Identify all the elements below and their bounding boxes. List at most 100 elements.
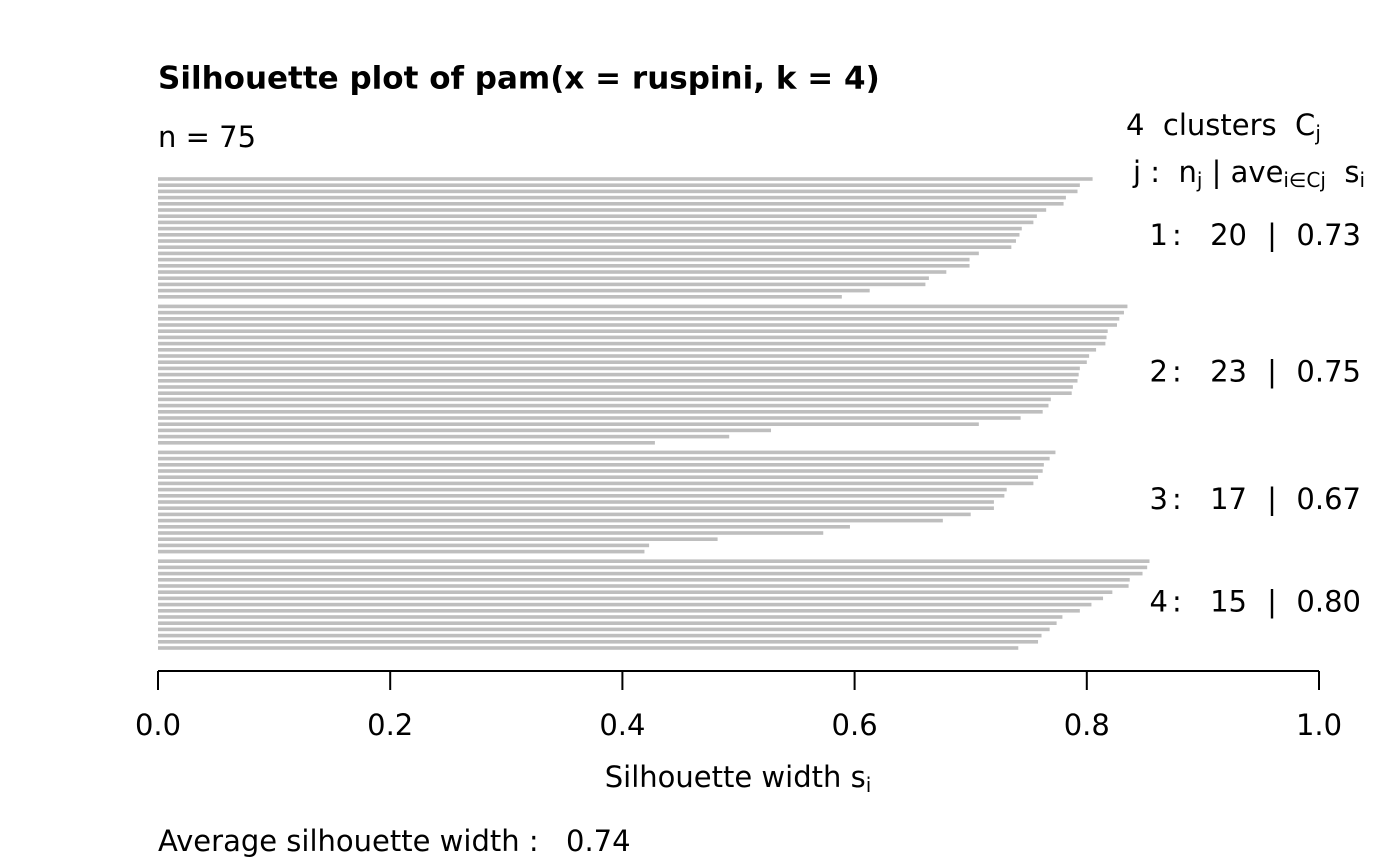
cluster-size: 15 bbox=[1210, 585, 1247, 619]
cluster-row: 1:20 | 0.73 bbox=[1150, 218, 1361, 252]
bar bbox=[158, 463, 1044, 467]
bar bbox=[158, 251, 979, 256]
cluster-average: 0.75 bbox=[1296, 355, 1361, 389]
bar bbox=[158, 487, 1007, 492]
bar bbox=[158, 500, 994, 504]
cluster-size: 20 bbox=[1210, 218, 1247, 252]
bar bbox=[158, 295, 842, 299]
cluster-row: 3:17 | 0.67 bbox=[1150, 482, 1361, 516]
bar bbox=[158, 360, 1087, 364]
bar bbox=[158, 233, 1020, 237]
x-tick-label: 0.4 bbox=[599, 708, 645, 742]
bar bbox=[158, 304, 1128, 309]
bar bbox=[158, 640, 1039, 644]
bar bbox=[158, 512, 971, 517]
bar bbox=[158, 189, 1078, 194]
x-axis-label: Silhouette width si bbox=[605, 760, 872, 797]
footer-label: Average silhouette width : bbox=[158, 824, 539, 858]
bar bbox=[158, 276, 929, 280]
bar bbox=[158, 596, 1104, 601]
subtitle: n = 75 bbox=[158, 120, 256, 154]
bar bbox=[158, 379, 1078, 383]
text-part: s bbox=[1326, 155, 1360, 189]
cluster-id: 3 bbox=[1150, 482, 1168, 516]
bar bbox=[158, 537, 718, 541]
cluster-id: 1 bbox=[1150, 218, 1168, 252]
bar bbox=[158, 348, 1097, 352]
bar bbox=[158, 422, 979, 426]
x-tick-label: 0.6 bbox=[832, 708, 878, 742]
bar bbox=[158, 469, 1043, 473]
footer-value: 0.74 bbox=[566, 824, 631, 858]
bar bbox=[158, 214, 1037, 218]
bar bbox=[158, 202, 1064, 206]
bar bbox=[158, 559, 1150, 563]
bar bbox=[158, 257, 970, 262]
cluster-average: 0.67 bbox=[1296, 482, 1361, 516]
separator: : bbox=[1172, 482, 1182, 516]
bar bbox=[158, 590, 1113, 594]
bar bbox=[158, 403, 1049, 408]
bar bbox=[158, 434, 730, 439]
bar bbox=[158, 397, 1051, 402]
cluster-row: 4:15 | 0.80 bbox=[1150, 585, 1361, 619]
text-part: | ave bbox=[1202, 155, 1283, 189]
separator: : bbox=[1172, 355, 1182, 389]
bar bbox=[158, 177, 1093, 181]
bar bbox=[158, 549, 645, 554]
bar bbox=[158, 602, 1092, 607]
separator: : bbox=[1172, 585, 1182, 619]
cluster-row: 2:23 | 0.75 bbox=[1150, 355, 1361, 389]
bar bbox=[158, 270, 947, 274]
bar bbox=[158, 354, 1090, 358]
bar bbox=[158, 245, 1012, 249]
cluster-size: 17 bbox=[1210, 482, 1247, 516]
bar bbox=[158, 410, 1043, 414]
cluster-id: 4 bbox=[1150, 585, 1168, 619]
cluster-id: 2 bbox=[1150, 355, 1168, 389]
bar bbox=[158, 220, 1034, 225]
bar bbox=[158, 428, 772, 433]
cluster-columns: j : nj | avei∈Cj si bbox=[1132, 155, 1365, 192]
separator: | bbox=[1267, 585, 1277, 619]
bar bbox=[158, 366, 1080, 371]
x-tick-label: 0.0 bbox=[135, 708, 181, 742]
subscript: j bbox=[1314, 121, 1321, 145]
bar bbox=[158, 310, 1124, 315]
bar bbox=[158, 578, 1130, 582]
bar bbox=[158, 239, 1016, 243]
bar bbox=[158, 627, 1050, 632]
bar bbox=[158, 450, 1056, 455]
x-tick-label: 0.2 bbox=[367, 708, 413, 742]
bar bbox=[158, 323, 1117, 327]
bar bbox=[158, 208, 1047, 212]
bar bbox=[158, 391, 1072, 395]
subscript: j bbox=[1196, 168, 1203, 192]
bar bbox=[158, 481, 1034, 486]
bar bbox=[158, 584, 1129, 588]
bar bbox=[158, 646, 1019, 650]
bar bbox=[158, 335, 1107, 340]
bar bbox=[158, 615, 1063, 619]
bar bbox=[158, 317, 1120, 321]
cluster-size: 23 bbox=[1210, 355, 1247, 389]
bar bbox=[158, 282, 926, 287]
bar bbox=[158, 329, 1108, 333]
bar bbox=[158, 543, 650, 548]
subscript: i bbox=[866, 773, 872, 797]
bar bbox=[158, 456, 1050, 461]
bar bbox=[158, 341, 1106, 346]
subscript: i∈Cj bbox=[1283, 168, 1326, 192]
bar bbox=[158, 506, 994, 510]
bar bbox=[158, 565, 1148, 570]
bar bbox=[158, 609, 1080, 613]
text-part: Silhouette width s bbox=[605, 760, 866, 794]
cluster-header: 4 clusters Cj bbox=[1126, 108, 1321, 145]
separator: | bbox=[1267, 218, 1277, 252]
bar bbox=[158, 621, 1057, 625]
cluster-average: 0.73 bbox=[1296, 218, 1361, 252]
subscript: i bbox=[1359, 168, 1365, 192]
bar bbox=[158, 531, 824, 535]
text-part: j : n bbox=[1132, 155, 1197, 189]
bar bbox=[158, 288, 870, 293]
